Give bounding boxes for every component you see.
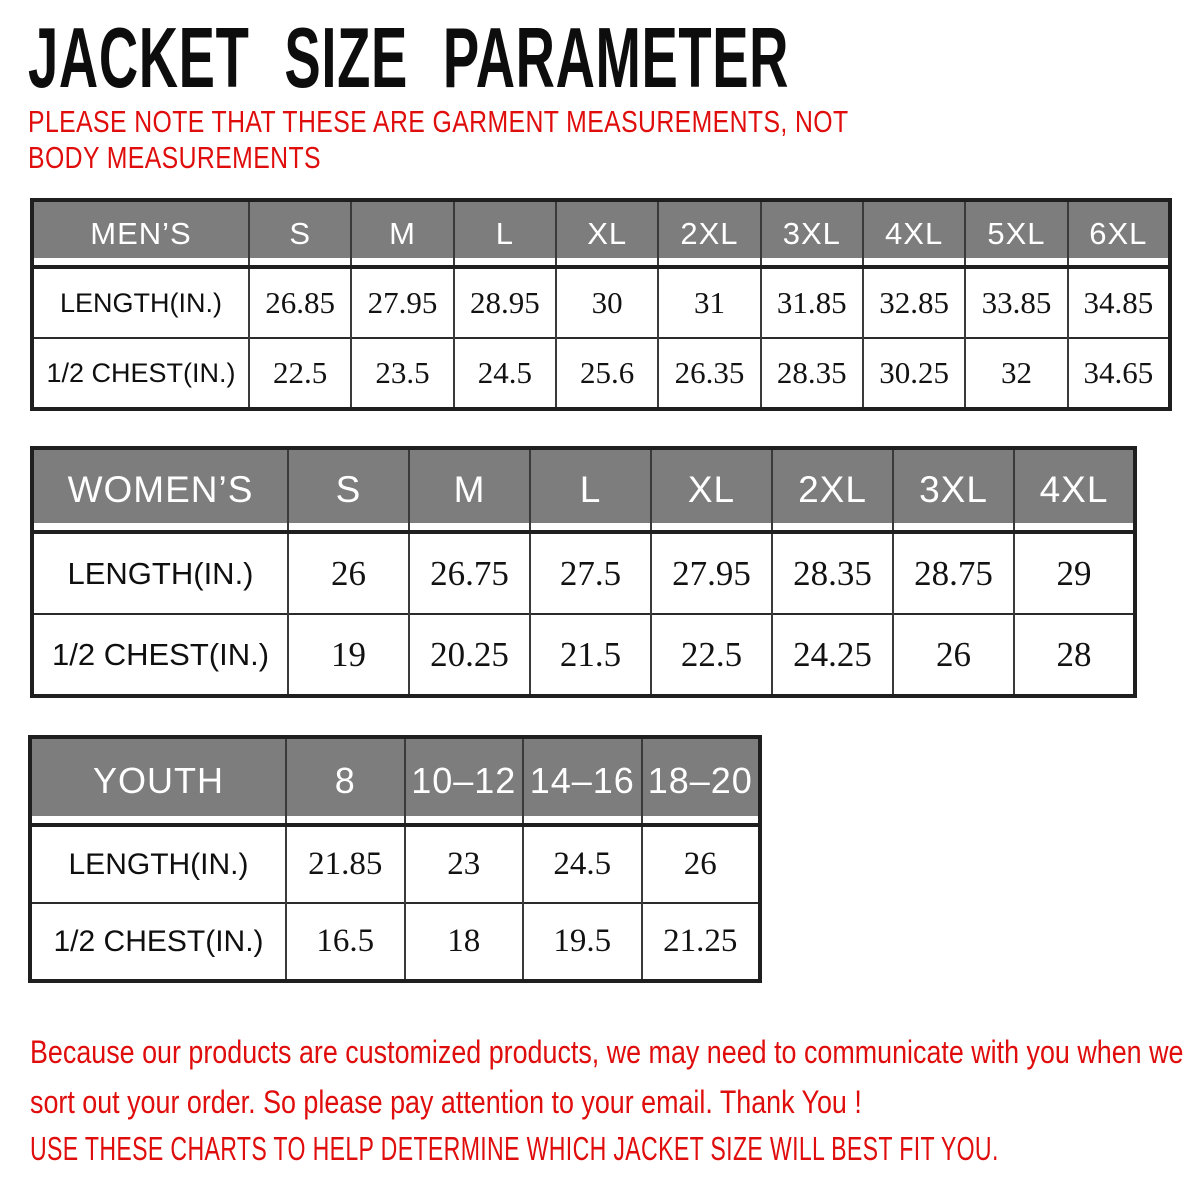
mens-measurement-value: 32 <box>964 337 1069 409</box>
mens-measurement-value: 34.65 <box>1066 337 1172 409</box>
mens-measurement-value: 28.95 <box>452 266 557 338</box>
mens-size-table: MEN’S S M L XL 2XL 3XL 4XL 5XL 6XL LENGTH(IN.) 26.8… <box>30 198 1172 411</box>
mens-measurement-value: 23.5 <box>350 337 455 409</box>
womens-measurement-value: 28.35 <box>771 531 894 614</box>
youth-size-column-header: 18–20 <box>640 737 761 827</box>
page-title: JACKET SIZE PARAMETER <box>28 11 790 106</box>
womens-measurement-value: 20.25 <box>408 613 531 696</box>
womens-measurement-row: LENGTH(IN.) 26 26.75 27.5 27.95 28.35 28.75 29 <box>31 531 1136 614</box>
youth-measurement-value: 16.5 <box>285 902 406 981</box>
mens-measurement-value: 26.35 <box>657 337 762 409</box>
womens-measurement-row: 1/2 CHEST(IN.) 19 20.25 21.5 22.5 24.25 26 28 <box>31 613 1136 696</box>
mens-measurement-value: 31.85 <box>759 266 864 338</box>
womens-measurement-value: 28 <box>1013 613 1136 696</box>
mens-measurement-value: 26.85 <box>247 266 353 338</box>
footer-communication-note: Because our products are customized prod… <box>30 1034 1184 1120</box>
mens-size-column-header: 4XL <box>861 200 967 269</box>
womens-group-label: WOMEN’S <box>31 448 289 534</box>
mens-measurement-value: 27.95 <box>350 266 455 338</box>
mens-size-column-header: 2XL <box>657 200 762 269</box>
womens-measurement-value: 29 <box>1013 531 1136 614</box>
youth-measurement-value: 21.25 <box>640 902 761 981</box>
mens-measurement-value: 25.6 <box>554 337 660 409</box>
mens-measurement-value: 28.35 <box>759 337 864 409</box>
womens-size-column-header: 3XL <box>892 448 1015 534</box>
youth-measurement-value: 19.5 <box>522 902 643 981</box>
mens-measurement-value: 34.85 <box>1066 266 1172 338</box>
youth-size-column-header: 14–16 <box>522 737 643 827</box>
footer-usage-note: USE THESE CHARTS TO HELP DETERMINE WHICH… <box>30 1130 999 1167</box>
youth-size-column-header: 10–12 <box>403 737 524 827</box>
womens-measurement-value: 27.95 <box>650 531 773 614</box>
mens-row-label: 1/2 CHEST(IN.) <box>31 337 250 409</box>
womens-size-table: WOMEN’S S M L XL 2XL 3XL 4XL LENGTH(IN.) 26 26.75 2… <box>30 446 1137 698</box>
womens-measurement-value: 26 <box>892 613 1015 696</box>
womens-size-column-header: M <box>408 448 531 534</box>
youth-measurement-row: 1/2 CHEST(IN.) 16.5 18 19.5 21.25 <box>29 902 761 981</box>
youth-measurement-value: 21.85 <box>285 824 406 903</box>
mens-measurement-value: 22.5 <box>247 337 353 409</box>
womens-measurement-value: 19 <box>287 613 410 696</box>
mens-size-column-header: 6XL <box>1066 200 1172 269</box>
youth-header-row: YOUTH 8 10–12 14–16 18–20 <box>29 737 761 827</box>
youth-size-table: YOUTH 8 10–12 14–16 18–20 LENGTH(IN.) 21.85 23 2… <box>28 735 762 983</box>
mens-group-label: MEN’S <box>31 200 250 269</box>
womens-measurement-value: 26.75 <box>408 531 531 614</box>
mens-measurement-row: 1/2 CHEST(IN.) 22.5 23.5 24.5 25.6 26.35 28.35… <box>31 337 1172 409</box>
womens-measurement-value: 27.5 <box>529 531 652 614</box>
mens-size-column-header: L <box>452 200 557 269</box>
mens-measurement-value: 24.5 <box>452 337 557 409</box>
mens-measurement-value: 31 <box>657 266 762 338</box>
youth-row-label: LENGTH(IN.) <box>29 824 287 903</box>
womens-row-label: LENGTH(IN.) <box>31 531 289 614</box>
youth-measurement-row: LENGTH(IN.) 21.85 23 24.5 26 <box>29 824 761 903</box>
mens-measurement-value: 30 <box>554 266 660 338</box>
youth-size-column-header: 8 <box>285 737 406 827</box>
womens-size-column-header: 4XL <box>1013 448 1136 534</box>
womens-size-column-header: S <box>287 448 410 534</box>
womens-size-column-header: L <box>529 448 652 534</box>
womens-measurement-value: 21.5 <box>529 613 652 696</box>
mens-row-label: LENGTH(IN.) <box>31 266 250 338</box>
garment-measurement-note: PLEASE NOTE THAT THESE ARE GARMENT MEASU… <box>28 104 849 175</box>
mens-header-row: MEN’S S M L XL 2XL 3XL 4XL 5XL 6XL <box>31 200 1172 269</box>
womens-header-row: WOMEN’S S M L XL 2XL 3XL 4XL <box>31 448 1136 534</box>
youth-group-label: YOUTH <box>29 737 287 827</box>
youth-row-label: 1/2 CHEST(IN.) <box>29 902 287 981</box>
mens-size-column-header: S <box>247 200 353 269</box>
womens-measurement-value: 26 <box>287 531 410 614</box>
mens-size-column-header: M <box>350 200 455 269</box>
youth-measurement-value: 26 <box>640 824 761 903</box>
womens-size-column-header: XL <box>650 448 773 534</box>
youth-measurement-value: 18 <box>403 902 524 981</box>
mens-size-column-header: 5XL <box>964 200 1069 269</box>
womens-measurement-value: 28.75 <box>892 531 1015 614</box>
mens-size-column-header: 3XL <box>759 200 864 269</box>
womens-measurement-value: 22.5 <box>650 613 773 696</box>
youth-measurement-value: 24.5 <box>522 824 643 903</box>
mens-measurement-value: 32.85 <box>861 266 967 338</box>
womens-row-label: 1/2 CHEST(IN.) <box>31 613 289 696</box>
mens-size-column-header: XL <box>554 200 660 269</box>
youth-measurement-value: 23 <box>403 824 524 903</box>
womens-size-column-header: 2XL <box>771 448 894 534</box>
mens-measurement-value: 33.85 <box>964 266 1069 338</box>
womens-measurement-value: 24.25 <box>771 613 894 696</box>
mens-measurement-value: 30.25 <box>861 337 967 409</box>
mens-measurement-row: LENGTH(IN.) 26.85 27.95 28.95 30 31 31.85 32.85… <box>31 266 1172 338</box>
